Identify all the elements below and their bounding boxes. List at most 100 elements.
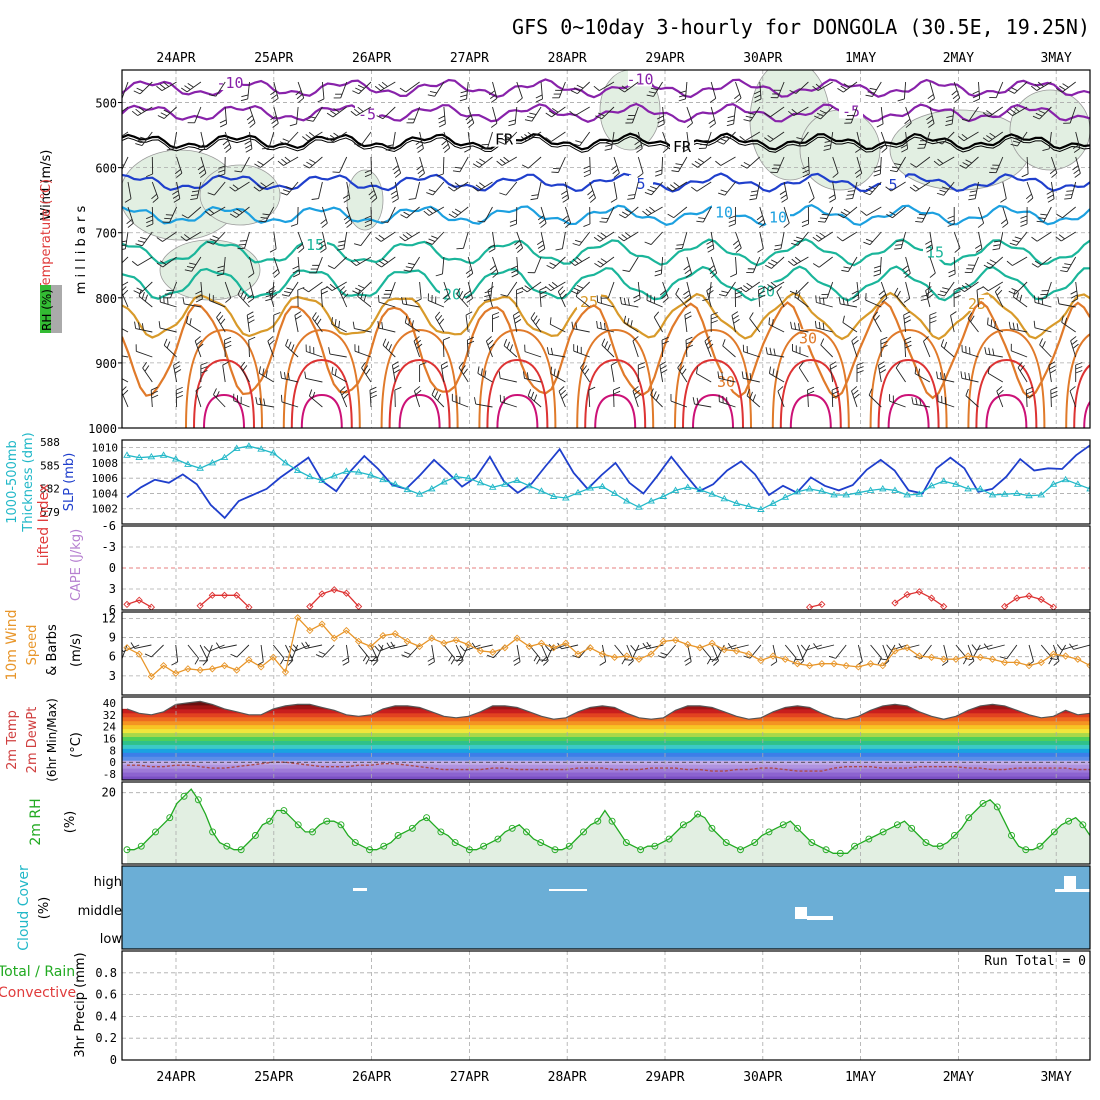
wind-barb [456,294,469,308]
wind-barb-flag [302,287,309,293]
wind-barb [357,296,372,308]
surface-isotherm-arch [576,328,655,428]
wind-barb-flag [753,90,761,95]
wind-barb-flag [863,241,871,246]
wind-barb-flag [1065,194,1073,196]
wind-barb-flag [757,248,764,253]
wind-barb [467,256,474,274]
wind-barb-flag [851,386,858,392]
wind-barb-flag [868,388,873,396]
wind-barb-flag [138,106,145,112]
wind-barb [151,181,159,199]
wind-barb-flag [840,211,848,216]
wind-barb-flag [176,386,183,391]
wind-barb [1026,156,1029,174]
wind-barb-flag [258,220,266,223]
wind-barb [1017,131,1028,147]
wind-barb [723,131,736,145]
wind-tick-label: 12 [102,611,116,625]
wind-barb-flag [920,298,928,301]
wind-barb [759,206,766,224]
wind-barb-flag [530,312,536,319]
wind-barb [831,389,834,408]
wind-barb [387,206,396,223]
wind-barb [706,290,712,308]
wind-barb [492,106,498,124]
lifted-index-marker [1025,592,1033,600]
wind-barb [244,231,250,249]
thickness-marker [598,482,607,490]
wind-barb-flag [357,106,364,112]
wind-barb-flag [219,119,227,124]
wind-barb [322,644,335,658]
wind-barb-flag [768,262,775,267]
wind-barb [462,231,469,249]
wind-barb-flag [900,144,908,149]
wind-barb-flag [571,321,574,329]
wind-barb-flag [1037,296,1040,304]
thickness-marker [208,459,217,466]
wind-barb-flag [682,144,689,149]
wind-barb-flag [431,235,438,240]
wind-barb [312,106,323,122]
wind-barb [577,281,591,295]
wind-barb-flag [824,140,832,143]
wind-barb-flag [452,170,460,173]
thickness-marker [159,451,168,458]
wind-barb-flag [579,361,585,369]
isotherm-label-bg [218,73,242,90]
wind-barb-flag [466,118,473,125]
wind-barb-flag [309,159,316,164]
wind-barb-flag [597,234,604,240]
wind-barb-flag [425,241,433,245]
thickness-marker [318,476,326,483]
wind-barb-flag [248,273,255,278]
thickness-marker [1000,490,1009,497]
wind-barb [394,181,399,199]
wind-barb [506,281,518,297]
lifted-index-marker [1013,594,1021,602]
wind-barb-flag [841,269,849,273]
wind-barb [650,394,663,408]
isotherm-label: FR [673,138,692,156]
wind-barb-flag [460,94,468,98]
wind-barb-flag [796,137,804,140]
wind-barb-flag [575,140,583,143]
wind-barb-flag [288,341,292,349]
wind-barb-flag [822,297,825,305]
wind-speed-marker [269,653,277,661]
wind-barb-flag [967,312,973,319]
wind-barb-flag [542,660,549,666]
wind-barb-flag [541,656,547,663]
wind-barb-flag [146,219,153,224]
wind-barb [835,644,847,659]
wind-barb-flag [691,186,698,192]
wind-barb-flag [673,182,680,188]
wind-barb-flag [1027,197,1034,203]
wind-barb-flag [691,163,698,168]
wind-barb [1014,81,1028,94]
wind-barb-flag [557,286,564,292]
rh-marker [822,846,830,854]
isotherm-label: 15 [926,244,944,262]
wind-speed-marker [123,644,131,652]
wind-barb [475,403,493,408]
wind-barb-flag [942,287,950,290]
thickness-marker [196,464,204,471]
wind-barb-flag [670,184,677,190]
lifted-index-marker [330,586,338,594]
rh-marker [1036,842,1044,850]
wind-barb [331,373,347,383]
wind-barb-flag [642,642,648,650]
wind-barb-flag [743,119,751,122]
wind-speed-marker [196,666,204,674]
isotherm-label-bg [766,208,790,225]
wind-barb-flag [457,660,464,666]
wind-barb [722,345,736,358]
wind-barb-flag [650,388,654,396]
wind-barb [162,231,177,242]
wind-barb-flag [253,186,260,192]
rh-marker [679,821,687,829]
wind-barb-flag [876,123,884,128]
wind-barb-flag [583,165,591,170]
